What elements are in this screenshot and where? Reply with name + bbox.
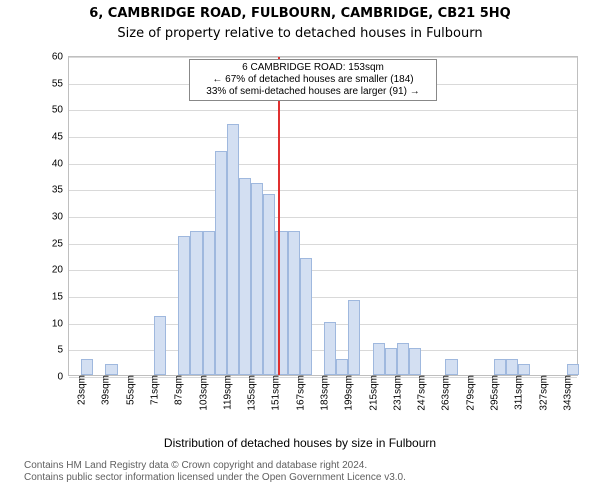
- y-tick-label: 0: [57, 383, 69, 394]
- chart-title: 6, CAMBRIDGE ROAD, FULBOURN, CAMBRIDGE, …: [0, 6, 600, 21]
- y-tick-label: 25: [52, 249, 69, 260]
- histogram-bar: [227, 124, 239, 375]
- y-tick-label: 60: [52, 63, 69, 74]
- x-tick-label: 23sqm: [75, 375, 88, 405]
- x-tick-label: 87sqm: [172, 375, 185, 405]
- histogram-bar: [445, 359, 457, 375]
- y-tick-label: 20: [52, 276, 69, 287]
- gridline: [69, 244, 577, 245]
- x-axis-label: Distribution of detached houses by size …: [0, 436, 600, 450]
- histogram-bar: [288, 231, 300, 375]
- histogram-bar: [494, 359, 506, 375]
- x-tick-label: 199sqm: [342, 375, 355, 411]
- histogram-bar: [348, 300, 360, 375]
- annotation-line: 33% of semi-detached houses are larger (…: [194, 86, 432, 98]
- y-tick-label: 10: [52, 329, 69, 340]
- gridline: [69, 110, 577, 111]
- x-tick-label: 39sqm: [99, 375, 112, 405]
- annotation-box: 6 CAMBRIDGE ROAD: 153sqm← 67% of detache…: [189, 59, 437, 101]
- gridline: [69, 297, 577, 298]
- y-tick-label: 40: [52, 169, 69, 180]
- x-tick-label: 71sqm: [148, 375, 161, 405]
- gridline: [69, 324, 577, 325]
- figure: { "layout":{ "chart":{"left":68,"top":56…: [0, 0, 600, 500]
- histogram-bar: [154, 316, 166, 375]
- histogram-bar: [190, 231, 202, 375]
- chart-subtitle: Size of property relative to detached ho…: [0, 26, 600, 41]
- y-tick-label: 5: [57, 356, 69, 367]
- x-tick-label: 247sqm: [415, 375, 428, 411]
- histogram-bar: [324, 322, 336, 375]
- histogram-bar: [105, 364, 117, 375]
- x-tick-label: 183sqm: [318, 375, 331, 411]
- footnote: Contains HM Land Registry data © Crown c…: [24, 460, 590, 484]
- histogram-bar: [203, 231, 215, 375]
- x-tick-label: 55sqm: [123, 375, 136, 405]
- x-tick-label: 279sqm: [463, 375, 476, 411]
- histogram-bar: [300, 258, 312, 375]
- footnote-line2: Contains public sector information licen…: [24, 472, 590, 484]
- annotation-line: ← 67% of detached houses are smaller (18…: [194, 74, 432, 86]
- histogram-bar: [275, 231, 287, 375]
- y-tick-label: 30: [52, 223, 69, 234]
- gridline: [69, 350, 577, 351]
- x-tick-label: 343sqm: [560, 375, 573, 411]
- histogram-bar: [397, 343, 409, 375]
- gridline: [69, 164, 577, 165]
- y-tick-label: 15: [52, 303, 69, 314]
- plot-area: 05101520253035404550556023sqm39sqm55sqm7…: [68, 56, 578, 376]
- reference-line: [278, 57, 280, 375]
- histogram-bar: [251, 183, 263, 375]
- histogram-bar: [373, 343, 385, 375]
- annotation-line: 6 CAMBRIDGE ROAD: 153sqm: [194, 62, 432, 74]
- x-tick-label: 135sqm: [245, 375, 258, 411]
- gridline: [69, 137, 577, 138]
- x-tick-label: 327sqm: [536, 375, 549, 411]
- histogram-bar: [506, 359, 518, 375]
- x-tick-label: 295sqm: [488, 375, 501, 411]
- y-tick-label: 55: [52, 89, 69, 100]
- x-tick-label: 263sqm: [439, 375, 452, 411]
- x-tick-label: 167sqm: [293, 375, 306, 411]
- x-tick-label: 215sqm: [366, 375, 379, 411]
- y-tick-label: 50: [52, 116, 69, 127]
- x-tick-label: 231sqm: [390, 375, 403, 411]
- histogram-bar: [336, 359, 348, 375]
- histogram-bar: [239, 178, 251, 375]
- gridline: [69, 270, 577, 271]
- histogram-bar: [81, 359, 93, 375]
- histogram-bar: [215, 151, 227, 375]
- histogram-bar: [263, 194, 275, 375]
- histogram-bar: [178, 236, 190, 375]
- gridline: [69, 217, 577, 218]
- gridline: [69, 57, 577, 58]
- footnote-line1: Contains HM Land Registry data © Crown c…: [24, 460, 590, 472]
- histogram-bar: [385, 348, 397, 375]
- x-tick-label: 151sqm: [269, 375, 282, 411]
- x-tick-label: 103sqm: [196, 375, 209, 411]
- x-tick-label: 311sqm: [512, 375, 525, 410]
- y-tick-label: 35: [52, 196, 69, 207]
- x-tick-label: 119sqm: [220, 375, 233, 410]
- gridline: [69, 190, 577, 191]
- histogram-bar: [518, 364, 530, 375]
- histogram-bar: [567, 364, 579, 375]
- histogram-bar: [409, 348, 421, 375]
- y-tick-label: 45: [52, 143, 69, 154]
